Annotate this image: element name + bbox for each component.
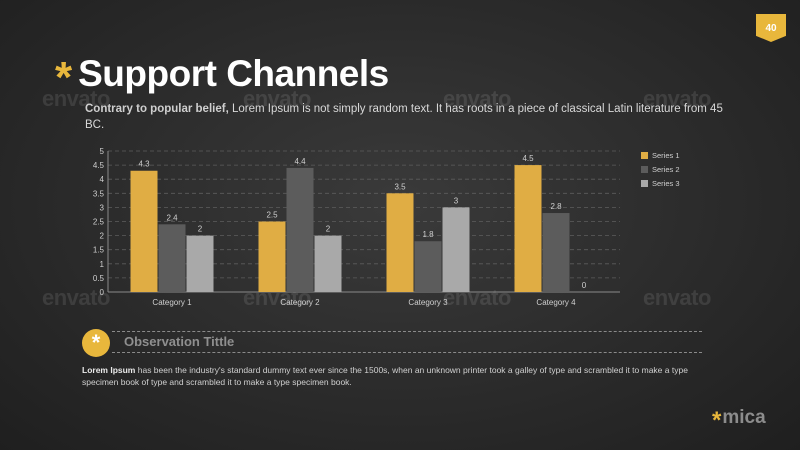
chart-bar <box>158 224 186 292</box>
data-label: 3.5 <box>394 182 406 191</box>
data-label: 1.8 <box>422 230 434 239</box>
chart-bar <box>258 221 286 292</box>
data-label: 4.4 <box>294 157 306 166</box>
x-tick-label: Category 2 <box>280 298 320 307</box>
y-tick-label: 2 <box>100 232 105 241</box>
brand-logo: * mica <box>712 404 766 434</box>
body-lead: Lorem Ipsum <box>82 365 136 375</box>
y-tick-label: 2.5 <box>93 218 105 227</box>
subtitle-rest: Lorem Ipsum is not simply random text. I… <box>85 103 723 131</box>
legend-swatch <box>641 180 648 187</box>
chart-bar <box>442 207 470 292</box>
legend-label: Series 3 <box>652 179 680 188</box>
y-tick-label: 1.5 <box>93 246 105 255</box>
chart-bar <box>514 165 542 292</box>
bar-chart: 0 0.5 1 1.5 2 2.5 3 3.5 4 4.5 5 4.3 2.4 2 Category 1 2.… <box>93 147 680 307</box>
y-tick-label: 1 <box>100 260 105 269</box>
legend-label: Series 2 <box>652 165 680 174</box>
chart-bar <box>542 213 570 292</box>
y-tick-label: 3.5 <box>93 189 105 198</box>
data-label: 2.8 <box>550 202 562 211</box>
data-label: 4.3 <box>138 160 150 169</box>
observation-title: Observation Tittle <box>124 334 235 349</box>
data-label: 3 <box>454 196 459 205</box>
x-tick-label: Category 4 <box>536 298 576 307</box>
logo-text: mica <box>722 407 766 428</box>
chart-bar <box>386 193 414 292</box>
asterisk-icon: * <box>712 407 722 434</box>
data-label: 2.5 <box>266 211 278 220</box>
y-tick-label: 3 <box>100 203 105 212</box>
chart-bar <box>314 235 342 292</box>
divider <box>112 352 702 353</box>
chart-bar <box>186 235 214 292</box>
legend-swatch <box>641 166 648 173</box>
subtitle-lead: Contrary to popular belief, <box>85 103 229 115</box>
slide-title: * Support Channels <box>55 52 389 100</box>
y-tick-label: 0 <box>100 288 105 297</box>
data-label: 4.5 <box>522 154 534 163</box>
y-tick-label: 5 <box>100 147 105 156</box>
chart-bar <box>414 241 442 292</box>
slide-subtitle: Contrary to popular belief, Lorem Ipsum … <box>85 101 725 133</box>
divider <box>112 331 702 332</box>
body-rest: has been the industry's standard dummy t… <box>82 365 688 387</box>
page-number-badge: 40 <box>756 14 786 42</box>
data-label: 2 <box>326 225 331 234</box>
x-tick-label: Category 3 <box>408 298 448 307</box>
data-label: 2 <box>198 225 203 234</box>
legend-label: Series 1 <box>652 151 680 160</box>
asterisk-icon: * <box>82 329 110 357</box>
legend-swatch <box>641 152 648 159</box>
y-tick-label: 0.5 <box>93 274 105 283</box>
data-label: 2.4 <box>166 213 178 222</box>
observation-body: Lorem Ipsum has been the industry's stan… <box>82 364 707 388</box>
title-text: Support Channels <box>78 53 389 94</box>
data-label: 0 <box>582 281 587 290</box>
chart-bar <box>130 170 158 292</box>
x-tick-label: Category 1 <box>152 298 192 307</box>
asterisk-icon: * <box>55 53 73 102</box>
chart-bar <box>286 167 314 292</box>
y-tick-label: 4 <box>100 175 105 184</box>
y-tick-label: 4.5 <box>93 161 105 170</box>
